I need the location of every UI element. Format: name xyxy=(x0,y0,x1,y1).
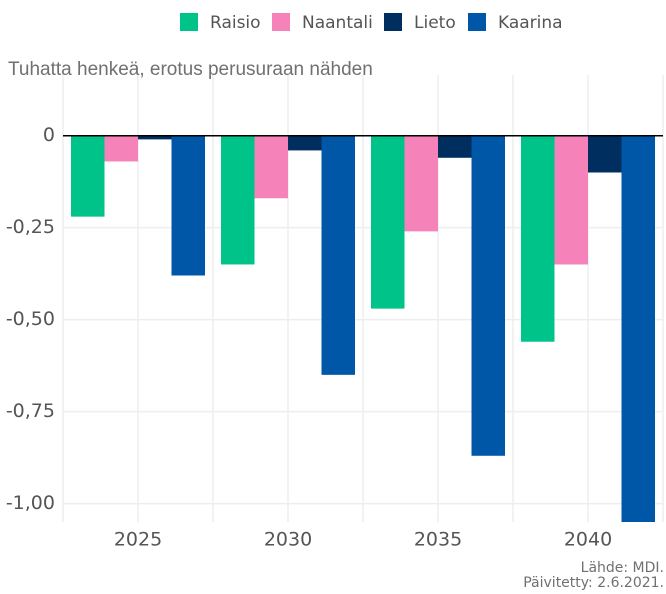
legend-swatch xyxy=(180,13,198,31)
y-tick-label: -0,75 xyxy=(6,400,55,422)
bar xyxy=(521,135,555,342)
bar xyxy=(404,135,438,232)
bar xyxy=(438,135,472,158)
bar xyxy=(104,135,138,162)
updated-note: Päivitetty: 2.6.2021. xyxy=(523,575,664,590)
y-tick-label: 0 xyxy=(43,124,55,146)
source-note: Lähde: MDI. xyxy=(581,560,664,576)
chart-title: Tuhatta henkeä, erotus perusuraan nähden xyxy=(8,59,373,80)
y-tick-label: -0,50 xyxy=(6,308,55,330)
bar xyxy=(71,135,105,217)
legend-swatch xyxy=(272,13,290,31)
y-tick-label: -1,00 xyxy=(6,492,55,514)
x-tick-label: 2025 xyxy=(114,529,162,551)
bar xyxy=(371,135,405,309)
bar xyxy=(221,135,255,265)
bar xyxy=(588,135,622,173)
legend-swatch xyxy=(384,13,402,31)
bar xyxy=(321,135,355,375)
legend-label: Kaarina xyxy=(498,13,563,33)
bar xyxy=(621,135,655,522)
legend-swatch xyxy=(468,13,486,31)
legend-label: Raisio xyxy=(210,13,261,33)
bar xyxy=(288,135,322,151)
bar xyxy=(171,135,205,276)
x-tick-label: 2040 xyxy=(564,529,612,551)
bar xyxy=(471,135,505,456)
legend-label: Naantali xyxy=(302,13,373,33)
x-tick-label: 2030 xyxy=(264,529,312,551)
x-tick-label: 2035 xyxy=(414,529,462,551)
bar xyxy=(254,135,288,199)
bar xyxy=(138,135,172,140)
legend-label: Lieto xyxy=(414,13,456,33)
y-tick-label: -0,25 xyxy=(6,216,55,238)
bar xyxy=(554,135,588,265)
